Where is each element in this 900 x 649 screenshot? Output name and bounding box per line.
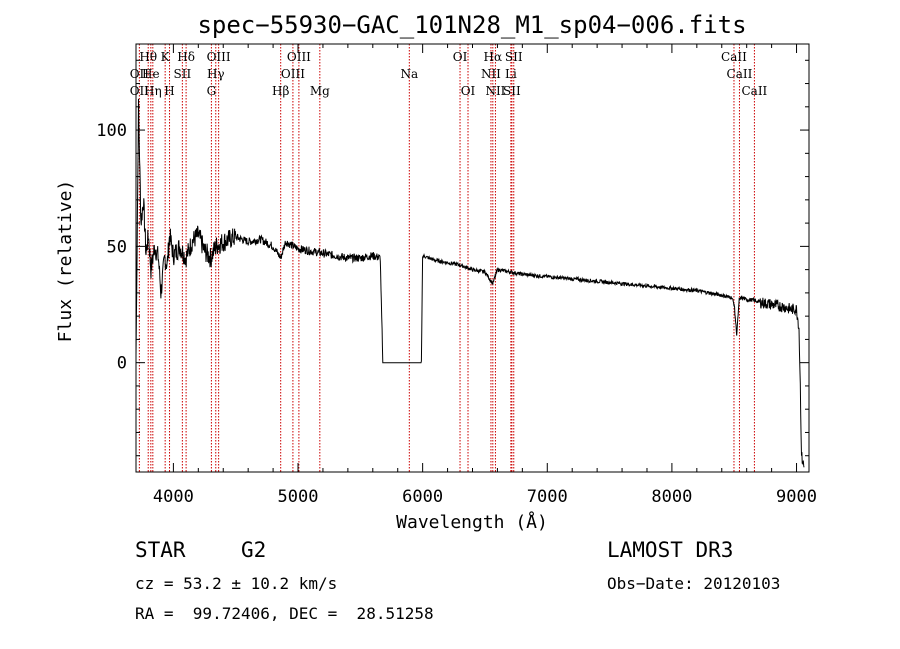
spectral-line-markers: [138, 44, 755, 472]
x-tick-label-7000: 7000: [527, 487, 568, 507]
line-label-13: OIII: [287, 50, 311, 64]
spectrum-line: [135, 98, 805, 468]
line-label-11: G: [207, 84, 217, 98]
line-label-15: Mg: [310, 84, 330, 98]
velocity-readout: cz = 53.2 ± 10.2 km/s: [135, 574, 338, 593]
line-label-19: Hα: [484, 50, 503, 64]
line-label-17: OI: [453, 50, 468, 64]
line-label-1: OII: [130, 84, 150, 98]
y-tick-label-50: 50: [107, 237, 127, 257]
line-label-25: CaII: [721, 50, 747, 64]
x-tick-label-8000: 8000: [651, 487, 692, 507]
plot-frame: [135, 43, 810, 473]
line-label-27: CaII: [741, 84, 767, 98]
spectrum-series: [135, 98, 805, 468]
line-label-24: SII: [503, 84, 521, 98]
line-label-12: Hβ: [272, 84, 289, 98]
axis-ticks: 4000 5000 6000 7000 8000 9000 0 50 100: [96, 44, 817, 507]
coordinates-readout: RA = 99.72406, DEC = 28.51258: [135, 604, 434, 623]
survey-name: LAMOST DR3: [607, 538, 734, 562]
line-label-18: OI: [461, 84, 476, 98]
line-label-10: Hγ: [207, 67, 225, 81]
line-label-16: Na: [400, 67, 418, 81]
object-subclass: G2: [241, 538, 267, 562]
object-class: STAR: [135, 538, 186, 562]
line-label-5: K: [161, 50, 171, 64]
line-label-0: OII: [130, 67, 150, 81]
x-tick-label-4000: 4000: [153, 487, 194, 507]
x-tick-label-9000: 9000: [776, 487, 817, 507]
line-label-21: NII: [481, 67, 501, 81]
x-axis-label: Wavelength (Å): [396, 511, 548, 533]
y-tick-label-100: 100: [96, 121, 127, 141]
x-tick-label-5000: 5000: [278, 487, 319, 507]
line-label-14: OIII: [281, 67, 305, 81]
line-label-8: Hδ: [177, 50, 195, 64]
line-label-3: He: [142, 67, 160, 81]
line-label-26: CaII: [727, 67, 753, 81]
y-axis-label: Flux (relative): [55, 180, 76, 343]
line-label-23: NII: [485, 84, 505, 98]
line-label-9: OIII: [207, 50, 231, 64]
line-label-6: SII: [174, 67, 192, 81]
chart-title: spec−55930−GAC_101N28_M1_sp04−006.fits: [197, 11, 746, 39]
line-label-20: SII: [505, 50, 523, 64]
line-label-2: Hθ: [139, 50, 157, 64]
line-label-22: Li: [505, 67, 517, 81]
line-label-4: Hη: [144, 84, 162, 98]
y-tick-label-0: 0: [117, 354, 127, 374]
x-tick-label-6000: 6000: [402, 487, 443, 507]
line-label-7: H: [164, 84, 174, 98]
observation-date: Obs−Date: 20120103: [607, 574, 781, 593]
